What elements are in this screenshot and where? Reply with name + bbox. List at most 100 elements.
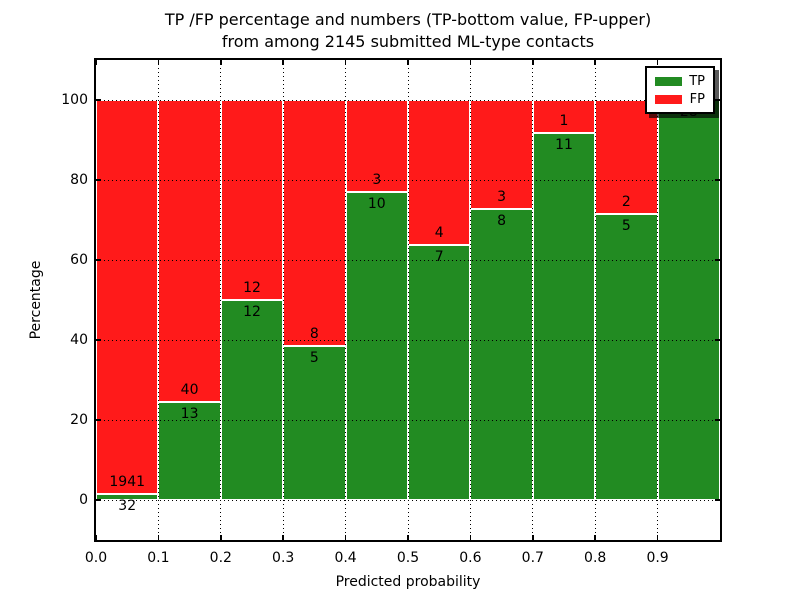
bar-fp-count-label: 40 xyxy=(180,381,199,398)
bar-fp-segment xyxy=(532,100,596,134)
bar-tp-segment xyxy=(345,192,408,500)
bar-fp-count-label: 4 xyxy=(434,225,444,242)
bar-tp-segment xyxy=(158,401,221,500)
bar-fp-count-label: 12 xyxy=(243,280,261,296)
x-tick-bottom xyxy=(282,535,284,540)
bar-tp-count-label: 12 xyxy=(243,304,261,320)
x-tick-top xyxy=(157,60,160,65)
y-tick-label: 40 xyxy=(70,332,88,348)
x-tick-top xyxy=(594,60,596,65)
bar-fp-segment xyxy=(283,100,346,347)
x-tick-top xyxy=(469,60,472,65)
x-tick-label: 0.6 xyxy=(459,550,482,566)
x-tick-bottom xyxy=(407,535,409,540)
x-tick-top xyxy=(282,60,284,65)
bar-fp-segment xyxy=(345,100,408,193)
x-tick-bottom xyxy=(594,535,596,540)
x-tick-top xyxy=(532,60,534,65)
x-tick-label: 0.4 xyxy=(334,550,357,566)
bar-tp-count-label: 13 xyxy=(180,405,199,422)
bar-fp-segment xyxy=(470,100,533,210)
bar-fp-segment xyxy=(220,100,284,300)
x-tick-bottom xyxy=(344,535,347,540)
y-tick-label: 100 xyxy=(61,92,88,108)
gridline-x-0.3 xyxy=(282,60,284,540)
bar-tp-count-label: 7 xyxy=(434,249,444,266)
y-tick-right xyxy=(715,419,720,421)
bar-tp-segment xyxy=(408,245,471,500)
bar-tp-segment xyxy=(657,100,720,500)
gridline-x-0.8 xyxy=(594,60,596,540)
gridline-x-0.4 xyxy=(345,60,347,540)
y-tick-left xyxy=(96,179,101,181)
gridline-x-0.5 xyxy=(407,60,409,540)
x-tick-label: 0.2 xyxy=(209,550,232,566)
x-tick-top xyxy=(220,60,222,65)
legend-label: FP xyxy=(689,91,705,107)
bar-fp-count-label: 2 xyxy=(621,194,631,211)
gridline-x-0.1 xyxy=(157,60,159,540)
bar-tp-segment xyxy=(595,214,658,500)
y-tick-left xyxy=(96,99,101,101)
bar-fp-count-label: 3 xyxy=(372,172,382,189)
bar-fp-count-label: 3 xyxy=(497,189,507,206)
y-tick-left xyxy=(96,259,101,261)
x-tick-label: 0.0 xyxy=(84,550,108,566)
bar-tp-count-label: 5 xyxy=(309,350,319,367)
x-tick-label: 0.8 xyxy=(584,550,607,566)
bar-tp-segment xyxy=(283,346,346,500)
bar-fp-segment xyxy=(408,100,471,246)
x-tick-label: 0.5 xyxy=(396,550,420,566)
chart-title-line1: TP /FP percentage and numbers (TP-bottom… xyxy=(164,10,652,29)
y-tick-right xyxy=(715,339,720,341)
bar-fp-count-label: 1 xyxy=(559,113,569,130)
y-tick-right xyxy=(715,99,720,101)
x-tick-label: 0.3 xyxy=(272,550,295,566)
bar-fp-segment xyxy=(96,100,159,494)
legend-swatch-fp-icon xyxy=(655,94,682,104)
legend: TP FP xyxy=(645,66,715,114)
bar-fp-count-label: 8 xyxy=(309,326,319,343)
bar-tp-count-label: 10 xyxy=(367,196,386,213)
y-tick-label: 0 xyxy=(79,492,88,508)
gridline-x-0.2 xyxy=(220,60,222,540)
legend-item-fp: FP xyxy=(655,92,705,107)
y-tick-left xyxy=(96,499,101,501)
gridline-x-0.6 xyxy=(469,60,471,540)
bar-tp-count-label: 32 xyxy=(118,497,137,514)
x-tick-top xyxy=(656,60,659,65)
y-axis-label: Percentage xyxy=(28,260,44,340)
bar-fp-count-label: 1941 xyxy=(109,473,146,490)
y-tick-right xyxy=(715,259,720,261)
chart-title: TP /FP percentage and numbers (TP-bottom… xyxy=(96,9,720,53)
x-tick-label: 0.9 xyxy=(646,550,669,566)
bar-tp-segment xyxy=(532,133,596,500)
bar-fp-segment xyxy=(158,100,221,402)
x-tick-label: 0.1 xyxy=(147,550,170,566)
x-tick-top xyxy=(407,60,409,65)
x-tick-bottom xyxy=(469,535,472,540)
y-tick-label: 60 xyxy=(70,252,88,268)
x-tick-bottom xyxy=(532,535,534,540)
x-tick-top xyxy=(95,60,97,65)
bar-tp-segment xyxy=(220,300,284,500)
gridline-x-0.9 xyxy=(657,60,659,540)
bar-fp-segment xyxy=(595,100,658,215)
bar-tp-count-label: 5 xyxy=(621,218,631,235)
bar-tp-count-label: 11 xyxy=(555,137,573,154)
x-tick-bottom xyxy=(656,535,659,540)
legend-swatch-tp-icon xyxy=(655,76,682,86)
x-axis-label: Predicted probability xyxy=(335,574,481,590)
x-tick-label: 0.7 xyxy=(521,550,544,566)
y-tick-label: 80 xyxy=(70,172,88,188)
plot-area: 194132401312128531047381112528 xyxy=(94,58,722,542)
x-tick-top xyxy=(344,60,347,65)
legend-label: TP xyxy=(689,73,705,89)
x-tick-bottom xyxy=(157,535,160,540)
y-tick-right xyxy=(715,499,720,501)
legend-item-tp: TP xyxy=(655,74,705,89)
bar-tp-count-label: 8 xyxy=(497,213,507,230)
x-tick-bottom xyxy=(95,535,97,540)
gridline-x-0.7 xyxy=(532,60,534,540)
